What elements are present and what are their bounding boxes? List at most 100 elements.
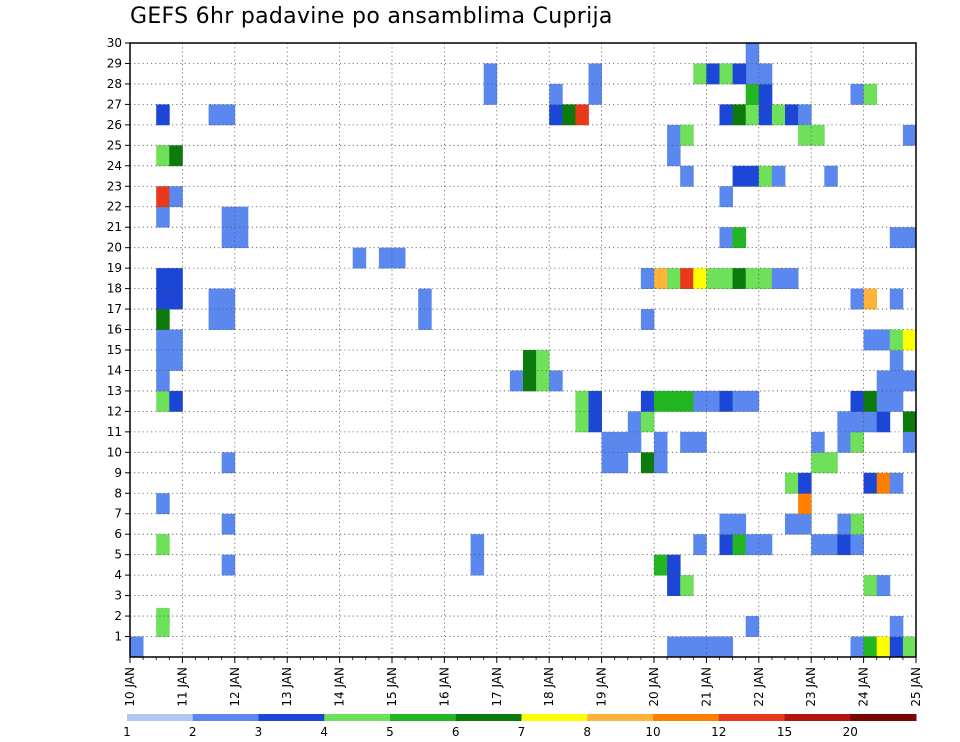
heatmap-cell bbox=[156, 390, 170, 412]
heatmap-cell bbox=[902, 370, 917, 392]
y-tick-label: 29 bbox=[107, 56, 122, 70]
heatmap-cell bbox=[771, 165, 786, 187]
heatmap-cell bbox=[889, 329, 904, 351]
x-tick-label: 19 JAN bbox=[595, 667, 609, 707]
heatmap-cell bbox=[588, 411, 602, 433]
heatmap-cell bbox=[732, 63, 747, 85]
heatmap-cell bbox=[156, 607, 170, 629]
heatmap-cell bbox=[863, 329, 878, 351]
heatmap-cell bbox=[785, 472, 799, 494]
heatmap-cell bbox=[745, 165, 760, 187]
heatmap-cell bbox=[837, 534, 851, 556]
heatmap-cell bbox=[732, 534, 747, 556]
x-tick-label: 13 JAN bbox=[280, 667, 294, 707]
x-tick-label: 14 JAN bbox=[333, 667, 347, 707]
heatmap-cell bbox=[850, 390, 864, 412]
x-tick-label: 17 JAN bbox=[490, 667, 504, 707]
heatmap-cell bbox=[745, 616, 760, 637]
heatmap-cell bbox=[523, 350, 537, 371]
heatmap-cell bbox=[706, 636, 720, 658]
heatmap-cell bbox=[509, 370, 524, 392]
y-tick-label: 25 bbox=[107, 138, 122, 152]
heatmap-cell bbox=[693, 636, 707, 658]
heatmap-cell bbox=[811, 431, 825, 453]
heatmap-cell bbox=[693, 534, 707, 556]
heatmap-cell bbox=[902, 227, 917, 249]
heatmap-cell bbox=[221, 104, 236, 126]
y-tick-label: 27 bbox=[107, 97, 122, 111]
heatmap-cell bbox=[732, 227, 747, 249]
cells-layer bbox=[130, 43, 917, 658]
y-tick-label: 11 bbox=[107, 425, 122, 439]
heatmap-cell bbox=[876, 329, 891, 351]
heatmap-cell bbox=[130, 636, 144, 658]
heatmap-cell bbox=[719, 390, 733, 412]
y-tick-label: 12 bbox=[107, 404, 122, 418]
y-tick-label: 1 bbox=[114, 630, 122, 644]
x-tick-label: 22 JAN bbox=[752, 667, 766, 707]
heatmap-cell bbox=[889, 288, 904, 310]
x-tick-label: 11 JAN bbox=[175, 667, 189, 707]
heatmap-cell bbox=[640, 268, 655, 289]
y-tick-label: 16 bbox=[107, 323, 122, 337]
heatmap-cell bbox=[680, 431, 694, 453]
y-tick-label: 28 bbox=[107, 77, 122, 91]
heatmap-cell bbox=[745, 534, 760, 556]
heatmap-cell bbox=[640, 452, 655, 474]
heatmap-cell bbox=[654, 554, 668, 576]
heatmap-cell bbox=[863, 288, 878, 310]
heatmap-cell bbox=[811, 124, 825, 146]
x-tick-label: 15 JAN bbox=[385, 667, 399, 707]
heatmap-cell bbox=[654, 390, 668, 412]
x-tick-label: 12 JAN bbox=[228, 667, 242, 707]
heatmap-cell bbox=[549, 83, 563, 105]
heatmap-cell bbox=[680, 165, 694, 187]
y-tick-label: 9 bbox=[114, 466, 122, 480]
heatmap-cell bbox=[824, 452, 838, 474]
heatmap-cell bbox=[667, 390, 681, 412]
colorbar-label: 15 bbox=[777, 725, 792, 739]
heatmap-cell bbox=[392, 247, 406, 269]
heatmap-cell bbox=[850, 83, 864, 105]
colorbar-label: 5 bbox=[386, 725, 394, 739]
heatmap-cell bbox=[627, 411, 642, 433]
heatmap-cell bbox=[156, 104, 170, 126]
colorbar-swatch bbox=[258, 714, 325, 721]
heatmap-cell bbox=[483, 63, 498, 85]
heatmap-cell bbox=[902, 431, 917, 453]
colorbar-label: 3 bbox=[255, 725, 263, 739]
heatmap-cell bbox=[156, 309, 170, 330]
heatmap-cell bbox=[889, 390, 904, 412]
heatmap-cell bbox=[156, 268, 170, 289]
colorbar-swatch bbox=[653, 714, 720, 721]
y-tick-label: 2 bbox=[114, 609, 122, 623]
colorbar-label: 20 bbox=[843, 725, 858, 739]
heatmap-cell bbox=[156, 145, 170, 167]
y-tick-label: 10 bbox=[107, 445, 122, 459]
colorbar-swatch bbox=[784, 714, 851, 721]
colorbar-swatch bbox=[390, 714, 457, 721]
colorbar-label: 2 bbox=[189, 725, 197, 739]
heatmap-cell bbox=[719, 186, 733, 208]
heatmap-cell bbox=[156, 493, 170, 515]
heatmap-cell bbox=[654, 452, 668, 474]
heatmap-cell bbox=[221, 227, 236, 249]
heatmap-cell bbox=[732, 268, 747, 289]
heatmap-cell bbox=[902, 411, 917, 433]
heatmap-cell bbox=[850, 288, 864, 310]
x-tick-label: 16 JAN bbox=[437, 667, 451, 707]
heatmap-cell bbox=[470, 554, 485, 576]
y-tick-label: 20 bbox=[107, 241, 122, 255]
y-tick-label: 13 bbox=[107, 384, 122, 398]
y-tick-label: 26 bbox=[107, 118, 122, 132]
heatmap-cell bbox=[156, 370, 170, 392]
heatmap-cell bbox=[221, 452, 236, 474]
heatmap-cell bbox=[601, 452, 616, 474]
heatmap-cell bbox=[614, 431, 629, 453]
heatmap-cell bbox=[745, 268, 760, 289]
heatmap-cell bbox=[208, 104, 223, 126]
heatmap-cell bbox=[156, 206, 170, 228]
heatmap-cell bbox=[798, 513, 812, 535]
heatmap-cell bbox=[758, 268, 773, 289]
